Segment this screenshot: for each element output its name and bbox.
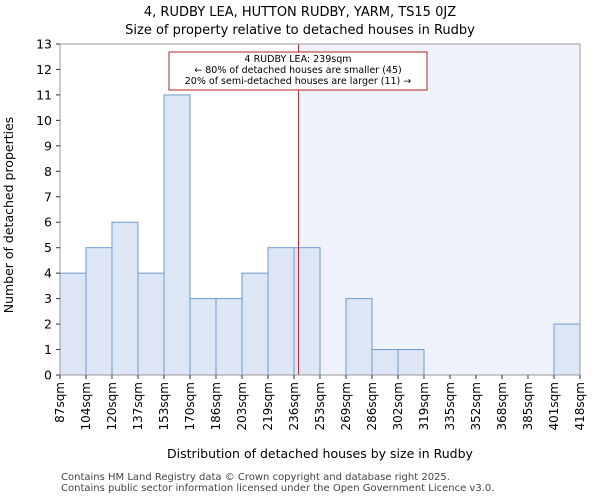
x-tick-label-104sqm: 104sqm (79, 382, 93, 430)
y-tick-label-10: 10 (36, 113, 52, 128)
y-tick-label-1: 1 (44, 342, 52, 357)
bars-layer (59, 94, 581, 376)
bar-186sqm (215, 298, 243, 376)
x-tick-label-120sqm: 120sqm (105, 382, 119, 430)
y-tick-label-11: 11 (36, 87, 52, 102)
y-tick-label-12: 12 (36, 62, 52, 77)
x-tick-label-368sqm: 368sqm (495, 382, 509, 430)
x-tick-label-319sqm: 319sqm (417, 382, 431, 430)
bar-87sqm (59, 272, 87, 376)
y-tick-label-4: 4 (44, 266, 52, 281)
x-tick-label-335sqm: 335sqm (443, 382, 457, 430)
x-tick-label-401sqm: 401sqm (547, 382, 561, 430)
y-tick-label-2: 2 (44, 317, 52, 332)
x-tick-label-170sqm: 170sqm (183, 382, 197, 430)
x-tick-label-153sqm: 153sqm (157, 382, 171, 430)
bar-104sqm (85, 247, 113, 376)
x-tick-label-87sqm: 87sqm (53, 382, 67, 423)
annotation-line3: 20% of semi-detached houses are larger (… (185, 76, 412, 87)
bar-137sqm (137, 272, 165, 376)
annotation-line2: ← 80% of detached houses are smaller (45… (194, 65, 401, 76)
y-tick-label-7: 7 (44, 189, 52, 204)
x-tick-label-203sqm: 203sqm (235, 382, 249, 430)
y-tick-label-13: 13 (36, 37, 52, 52)
y-tick-label-9: 9 (44, 138, 52, 153)
y-tick-label-0: 0 (44, 368, 52, 383)
chart-title-line2: Size of property relative to detached ho… (125, 23, 475, 38)
x-ticks-layer: 87sqm 104sqm 120sqm 137sqm 153sqm 170sqm 186sq… (53, 375, 587, 430)
y-tick-label-8: 8 (44, 164, 52, 179)
y-axis-label: Number of detached properties (1, 117, 16, 314)
bar-120sqm (111, 221, 139, 376)
bar-219sqm (267, 247, 295, 376)
x-tick-label-236sqm: 236sqm (287, 382, 301, 430)
bar-286sqm (371, 349, 399, 376)
x-tick-label-385sqm: 385sqm (521, 382, 535, 430)
x-tick-label-269sqm: 269sqm (339, 382, 353, 430)
bar-203sqm (241, 272, 269, 376)
bar-153sqm (163, 94, 191, 376)
x-tick-label-302sqm: 302sqm (391, 382, 405, 430)
annotation-line1: 4 RUDBY LEA: 239sqm (245, 54, 352, 65)
bar-269sqm (345, 298, 373, 376)
x-tick-label-286sqm: 286sqm (365, 382, 379, 430)
footer-line2: Contains public sector information licen… (61, 483, 495, 494)
bar-401sqm (553, 323, 581, 376)
x-tick-label-253sqm: 253sqm (313, 382, 327, 430)
bar-170sqm (189, 298, 217, 376)
x-axis-label: Distribution of detached houses by size … (167, 446, 473, 461)
y-tick-label-6: 6 (44, 215, 52, 230)
x-tick-label-352sqm: 352sqm (469, 382, 483, 430)
footer-attribution: Contains HM Land Registry data © Crown c… (61, 472, 494, 494)
bar-302sqm (397, 349, 425, 376)
x-tick-label-137sqm: 137sqm (131, 382, 145, 430)
footer-line1: Contains HM Land Registry data © Crown c… (61, 472, 450, 483)
x-tick-label-186sqm: 186sqm (209, 382, 223, 430)
annotation-box-frame (168, 51, 428, 91)
y-tick-label-5: 5 (44, 240, 52, 255)
annotation-box: 4 RUDBY LEA: 239sqm ← 80% of detached ho… (168, 51, 428, 91)
y-tick-label-3: 3 (44, 291, 52, 306)
x-tick-label-219sqm: 219sqm (261, 382, 275, 430)
x-tick-label-418sqm: 418sqm (573, 382, 587, 430)
chart-title-line1: 4, RUDBY LEA, HUTTON RUDBY, YARM, TS15 0… (144, 5, 456, 20)
bar-236sqm (293, 247, 321, 376)
shaded-region-larger (298, 44, 580, 375)
